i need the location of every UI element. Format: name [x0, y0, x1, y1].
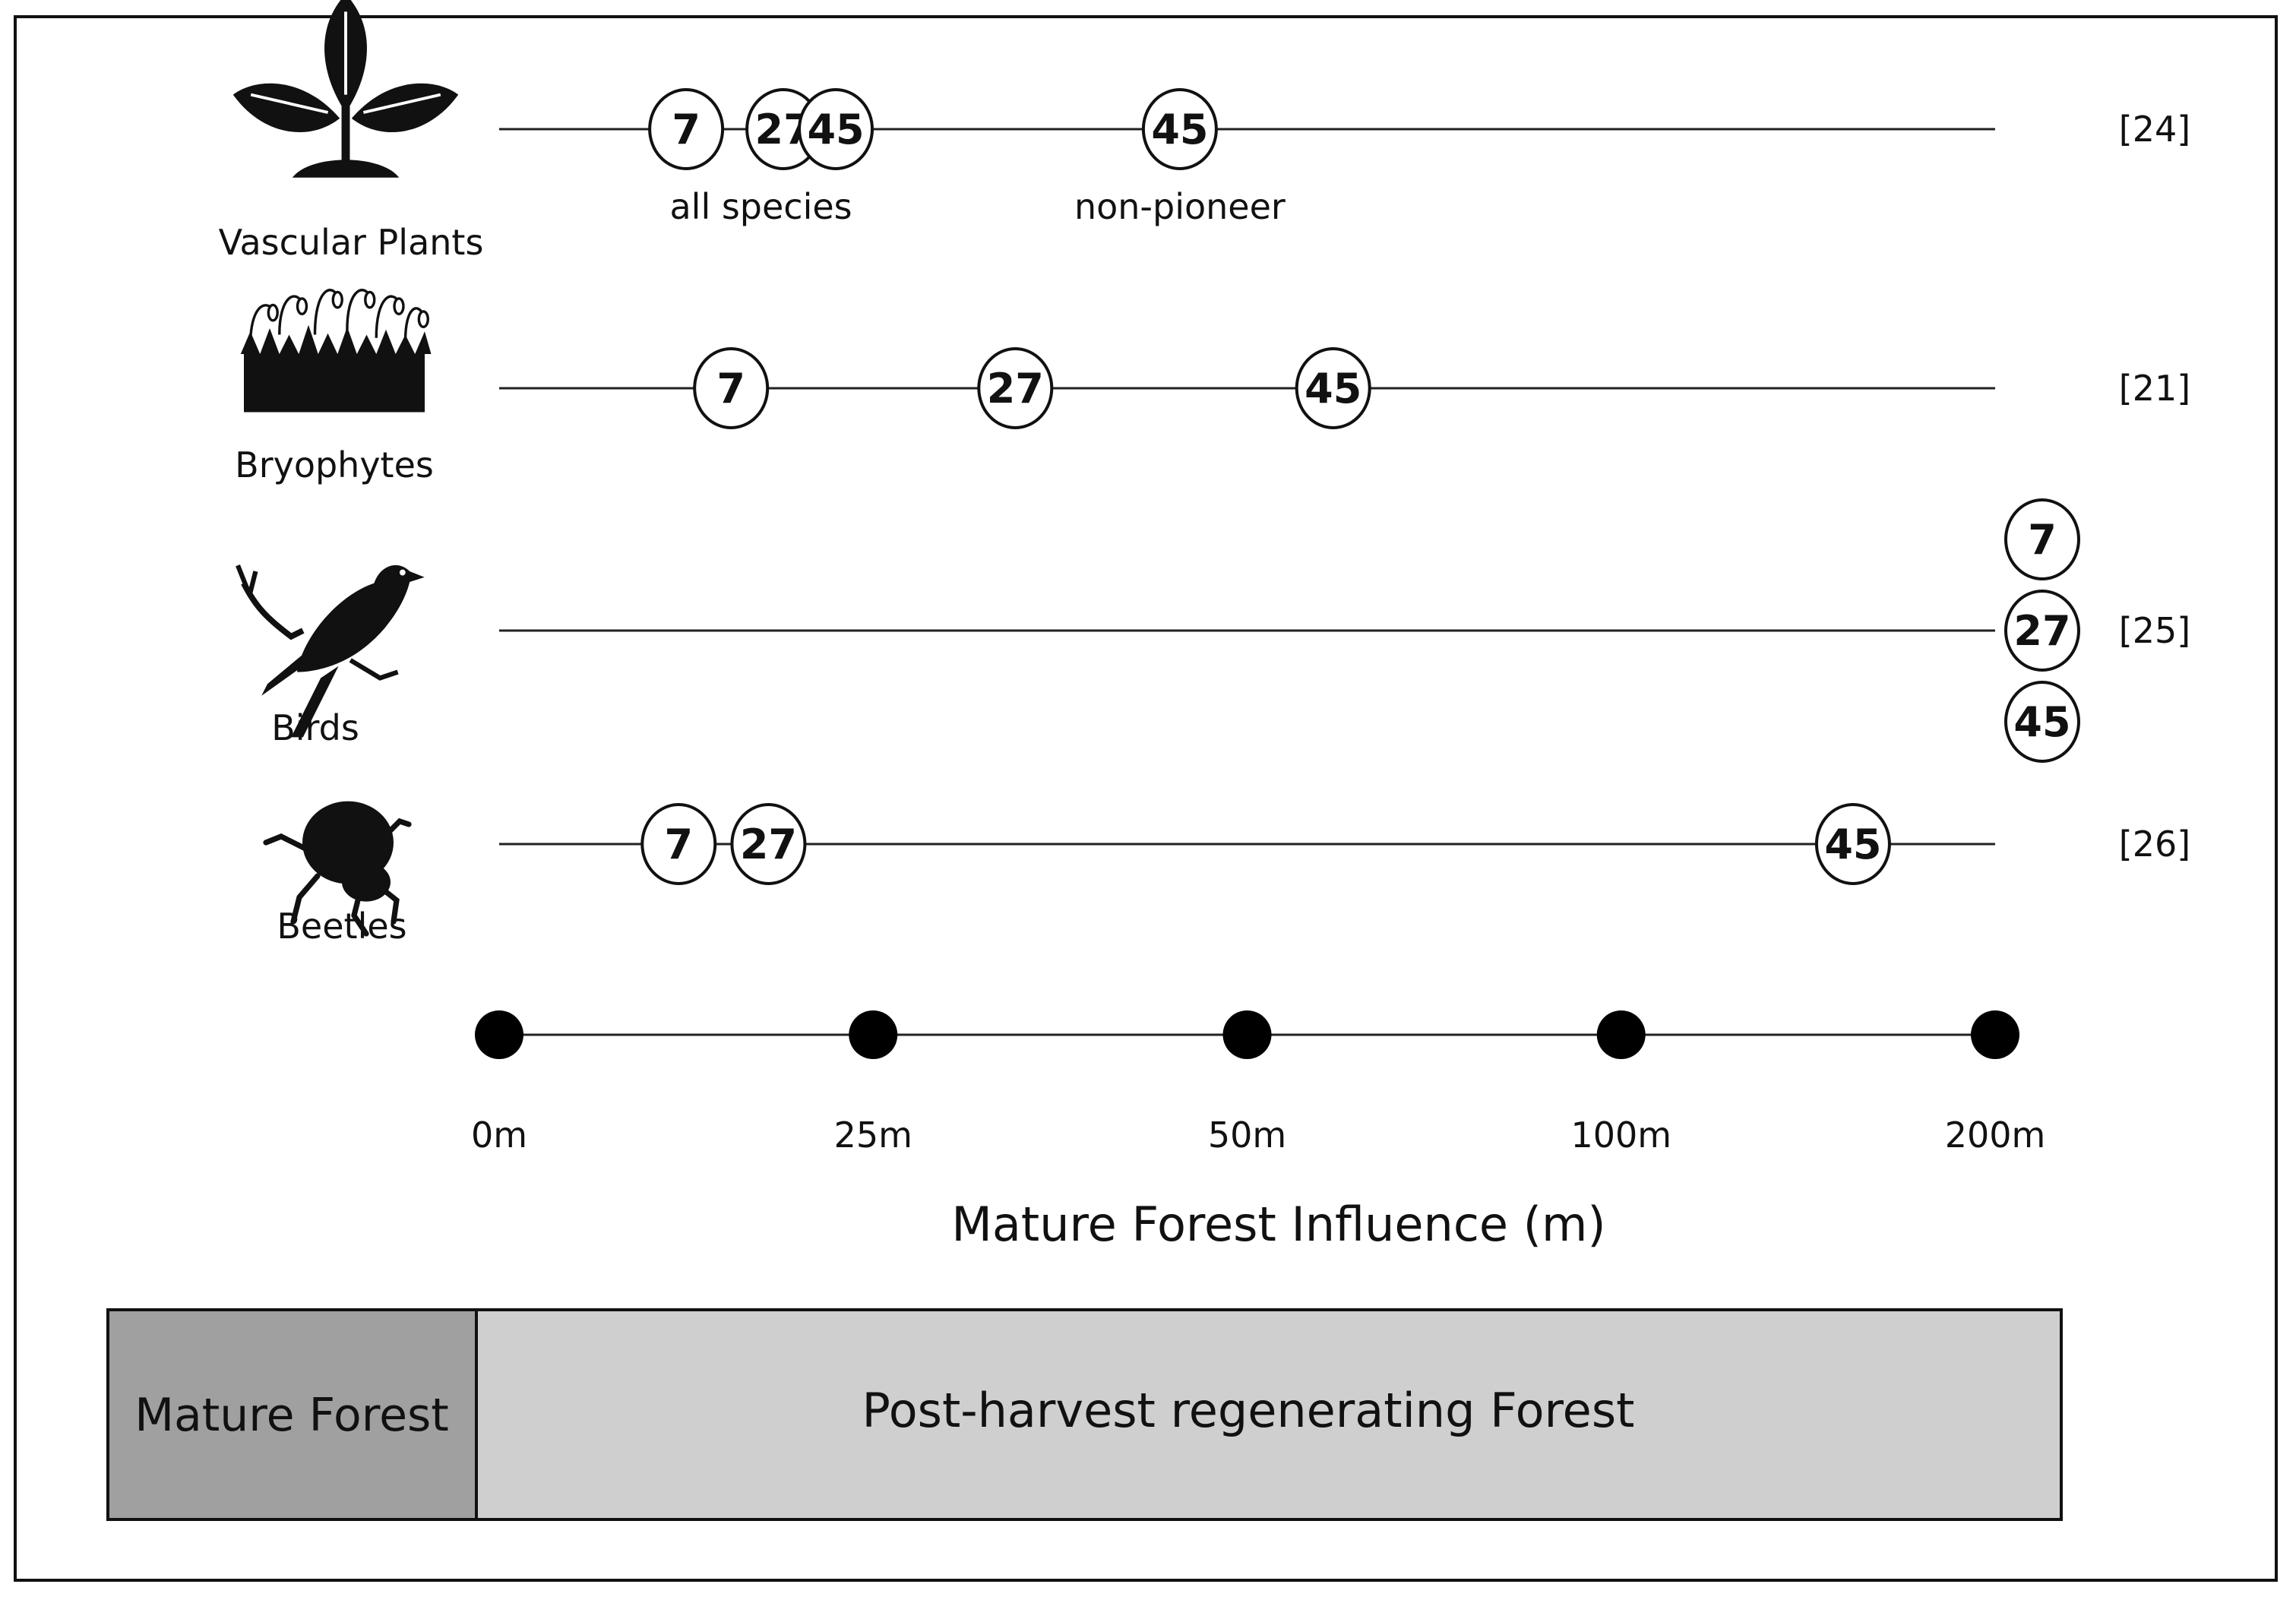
marker-circle: [640, 803, 717, 885]
taxon-label: Bryophytes: [235, 444, 434, 485]
marker-circle: [1141, 88, 1218, 170]
marker-circle: [1814, 803, 1891, 885]
marker-circle: [798, 88, 874, 170]
marker-circle: [2004, 681, 2080, 763]
marker-label: 27: [987, 365, 1044, 413]
reference-label: [21]: [2119, 368, 2190, 409]
study-marker: 27: [730, 803, 807, 885]
reference-label: [24]: [2119, 109, 2190, 150]
scale-tick-dot: [1596, 1010, 1646, 1059]
marker-note: all species: [669, 186, 852, 227]
reference-label: [25]: [2119, 610, 2190, 651]
taxon-label: Vascular Plants: [219, 222, 484, 263]
taxon-row-birds: Birds [25] 7 27 45: [238, 498, 2190, 763]
marker-note: non-pioneer: [1074, 186, 1286, 227]
mature-forest-zone: [106, 1308, 478, 1521]
marker-label: 27: [2013, 607, 2070, 655]
study-marker: 45: [2004, 681, 2080, 763]
scale-title: Mature Forest Influence (m): [951, 1197, 1605, 1252]
marker-label: 45: [1151, 106, 1208, 153]
marker-circle: [2004, 498, 2080, 580]
marker-circle: [730, 803, 807, 885]
taxon-label: Beetles: [277, 906, 406, 947]
moss-icon: [239, 289, 433, 414]
scale-tick-label: 0m: [471, 1115, 527, 1156]
taxon-label: Birds: [271, 707, 359, 748]
scale-tick-dot: [1222, 1010, 1272, 1059]
distance-scale: 0m 25m 50m 100m 200m Mature Forest Influence …: [471, 1010, 2045, 1252]
marker-circle: [693, 347, 770, 429]
forest-zones: Mature Forest Post-harvest regenerating F…: [106, 1308, 2063, 1521]
marker-circle: [1295, 347, 1371, 429]
scale-tick-dot: [849, 1010, 898, 1059]
study-marker: 45: [798, 88, 874, 170]
marker-label: 45: [1305, 365, 1361, 413]
scale-tick-dot: [475, 1010, 523, 1059]
marker-label: 7: [2028, 516, 2057, 564]
marker-label: 27: [740, 821, 797, 868]
regenerating-forest-label: Post-harvest regenerating Forest: [862, 1383, 1635, 1438]
marker-circle: [977, 347, 1054, 429]
mature-forest-label: Mature Forest: [134, 1389, 449, 1442]
study-marker: 7: [693, 347, 770, 429]
taxon-row-beetles: Beetles [26] 7 27 45: [266, 802, 2190, 947]
study-marker: 45: [1295, 347, 1371, 429]
study-marker: 45: [1814, 803, 1891, 885]
taxon-row-bryophytes: Bryophytes [21] 7 27 45: [235, 289, 2190, 485]
study-marker: 27: [977, 347, 1054, 429]
study-marker: 7: [648, 88, 725, 170]
marker-label: 45: [807, 106, 864, 153]
study-marker: 7: [640, 803, 717, 885]
study-marker: 45: [1141, 88, 1218, 170]
scale-tick-label: 200m: [1945, 1115, 2046, 1156]
marker-label: 7: [716, 365, 745, 413]
scale-tick-dot: [1971, 1010, 2019, 1059]
plant-icon: [231, 0, 460, 179]
marker-label: 7: [672, 106, 701, 153]
study-marker: 27: [2004, 590, 2080, 672]
reference-label: [26]: [2119, 824, 2190, 865]
marker-label: 45: [2013, 698, 2070, 746]
study-marker: 7: [2004, 498, 2080, 580]
regenerating-forest-zone: [475, 1308, 2063, 1521]
marker-circle: [2004, 590, 2080, 672]
marker-label: 45: [1824, 821, 1881, 868]
marker-label: 7: [664, 821, 693, 868]
scale-tick-label: 50m: [1208, 1115, 1286, 1156]
scale-tick-label: 100m: [1570, 1115, 1671, 1156]
scale-tick-label: 25m: [834, 1115, 912, 1156]
marker-circle: [648, 88, 725, 170]
